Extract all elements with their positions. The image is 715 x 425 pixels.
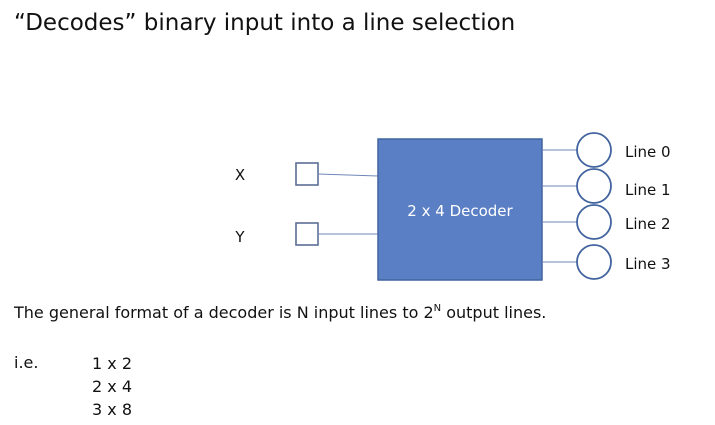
input-label-x: X [235,166,245,184]
output-label-2: Line 2 [625,215,671,233]
example-list: 1 x 2 2 x 4 3 x 8 [92,352,132,421]
output-circle-1 [576,168,612,204]
format-exponent: N [433,302,442,314]
ie-label: i.e. [14,353,39,372]
decoder-diagram: X Y 2 x 4 Decoder Line 0 Line 1 Line 2 L… [234,132,671,281]
decoder-label: 2 x 4 Decoder [407,202,513,220]
input-box-x [295,162,319,186]
format-text-after: output lines. [441,303,547,322]
input-label-y: Y [234,228,245,246]
output-circle-0 [576,132,612,168]
slide-title: “Decodes” binary input into a line selec… [14,10,516,36]
output-circle-2 [576,204,612,240]
format-statement: The general format of a decoder is N inp… [14,302,546,324]
input-box-y [295,222,319,246]
list-item: 1 x 2 [92,354,132,373]
list-item: 2 x 4 [92,377,132,396]
decoder-block [377,138,543,281]
output-label-3: Line 3 [625,255,671,273]
output-label-1: Line 1 [625,181,671,199]
list-item: 3 x 8 [92,400,132,419]
format-text-before: The general format of a decoder is N inp… [14,303,434,322]
output-circle-3 [576,244,612,280]
output-label-0: Line 0 [625,143,671,161]
input-wire-x [317,173,379,177]
